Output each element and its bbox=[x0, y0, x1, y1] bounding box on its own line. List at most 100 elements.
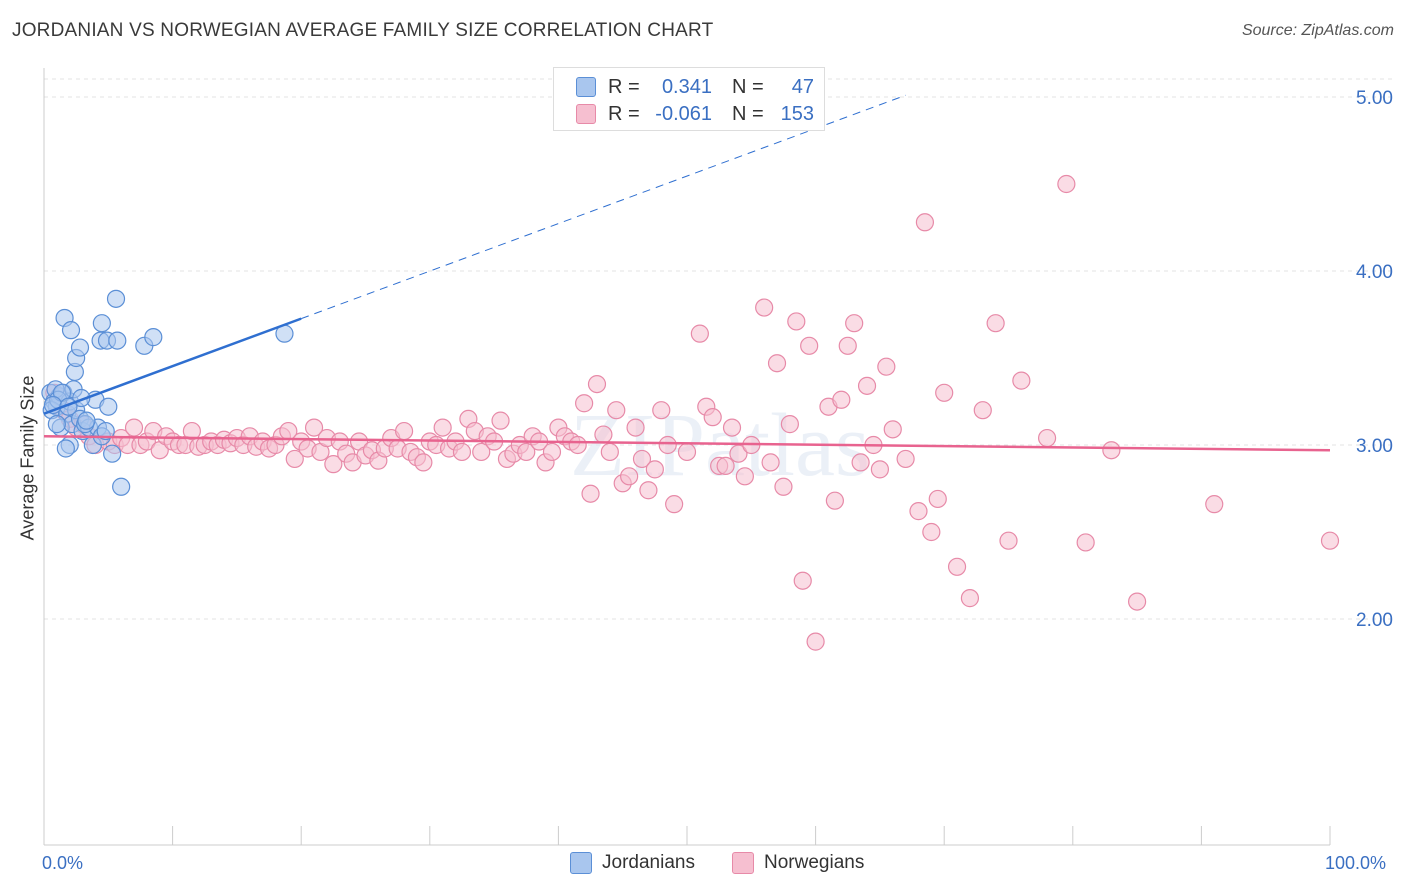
norwegian-point bbox=[703, 408, 722, 427]
n-label: N = bbox=[732, 75, 764, 98]
y-tick-label: 2.00 bbox=[1356, 610, 1393, 631]
norwegian-point bbox=[780, 415, 799, 434]
norwegian-point bbox=[626, 418, 645, 437]
norwegian-point bbox=[774, 477, 793, 496]
norwegian-point bbox=[124, 418, 144, 437]
jordanians-trend-extension bbox=[301, 94, 906, 320]
jordanians-trend-line bbox=[43, 317, 302, 415]
norwegian-point bbox=[1320, 531, 1340, 550]
legend-item-norwegians[interactable]: Norwegians bbox=[732, 852, 864, 874]
norwegian-point bbox=[716, 456, 735, 475]
norwegian-point bbox=[645, 460, 664, 479]
norwegian-point bbox=[806, 632, 825, 651]
norwegian-point bbox=[755, 298, 774, 317]
norwegian-point bbox=[452, 442, 472, 462]
norwegian-point bbox=[620, 467, 639, 486]
jordanians-legend-swatch bbox=[570, 852, 592, 874]
r-value: 0.341 bbox=[661, 75, 712, 98]
norwegian-point bbox=[909, 502, 928, 521]
norwegian-point bbox=[825, 491, 844, 510]
legend-label-norwegians: Norwegians bbox=[764, 852, 865, 873]
norwegian-point bbox=[394, 421, 414, 441]
legend-item-jordanians[interactable]: Jordanians bbox=[570, 852, 695, 874]
norwegian-point bbox=[928, 489, 947, 509]
norwegian-point bbox=[973, 401, 992, 420]
norwegian-point bbox=[639, 481, 658, 500]
jordanians-points bbox=[41, 289, 294, 496]
norwegian-point bbox=[800, 336, 819, 355]
norwegians-legend-swatch bbox=[732, 852, 754, 874]
norwegian-point bbox=[575, 394, 594, 413]
norwegian-point bbox=[690, 324, 709, 343]
norwegian-point bbox=[594, 425, 613, 444]
norwegian-point bbox=[793, 571, 812, 590]
norwegian-point bbox=[767, 354, 787, 373]
norwegian-point bbox=[581, 484, 600, 503]
jordanian-point bbox=[70, 338, 90, 357]
grid-lines bbox=[44, 78, 1394, 620]
norwegian-point bbox=[896, 449, 915, 469]
norwegian-point bbox=[491, 411, 510, 430]
r-label: R = bbox=[608, 75, 640, 98]
axes bbox=[43, 68, 1331, 846]
norwegian-point bbox=[658, 435, 677, 455]
norwegians-trend-line bbox=[43, 435, 1331, 452]
norwegian-point bbox=[1057, 174, 1076, 194]
norwegian-point bbox=[883, 420, 902, 439]
norwegian-point bbox=[324, 455, 343, 474]
jordanian-point bbox=[47, 415, 66, 434]
y-tick-label: 3.00 bbox=[1356, 436, 1393, 457]
jordanian-point bbox=[103, 444, 122, 463]
norwegian-point bbox=[665, 495, 684, 514]
norwegian-point bbox=[285, 449, 304, 469]
x-tick-label-min: 0.0% bbox=[42, 853, 84, 873]
norwegian-point bbox=[986, 314, 1005, 333]
jordanian-point bbox=[108, 331, 127, 350]
norwegian-point bbox=[517, 442, 536, 462]
norwegian-point bbox=[761, 453, 780, 472]
norwegian-point bbox=[652, 401, 671, 420]
y-tick-labels: 2.00 3.00 4.00 5.00 bbox=[1356, 88, 1393, 631]
y-tick-label: 4.00 bbox=[1356, 262, 1393, 283]
jordanian-point bbox=[92, 314, 111, 333]
legend-row-norwegians: R = -0.061 N = 153 bbox=[576, 101, 814, 127]
n-value: 153 bbox=[780, 102, 814, 125]
norwegian-point bbox=[1037, 428, 1057, 448]
norwegian-point bbox=[857, 376, 877, 395]
jordanian-point bbox=[61, 321, 81, 340]
jordanian-point bbox=[56, 439, 75, 458]
norwegian-point bbox=[999, 531, 1018, 550]
norwegian-point bbox=[472, 442, 491, 462]
jordanian-point bbox=[96, 421, 115, 441]
norwegian-point bbox=[960, 589, 980, 608]
norwegian-point bbox=[1102, 441, 1121, 460]
norwegian-point bbox=[735, 467, 754, 486]
r-value: -0.061 bbox=[655, 102, 712, 125]
chart-title: JORDANIAN VS NORWEGIAN AVERAGE FAMILY SI… bbox=[12, 20, 714, 41]
series-legend: Jordanians Norwegians bbox=[0, 852, 1406, 878]
norwegian-point bbox=[1127, 592, 1147, 611]
jordanian-point bbox=[99, 397, 118, 416]
norwegian-point bbox=[787, 312, 806, 331]
r-label: R = bbox=[608, 102, 640, 125]
jordanian-point bbox=[106, 289, 126, 308]
norwegian-point bbox=[1205, 495, 1224, 514]
norwegian-point bbox=[542, 442, 562, 462]
source-label: Source: ZipAtlas.com bbox=[1241, 22, 1394, 39]
norwegian-point bbox=[851, 453, 870, 472]
trend-lines bbox=[43, 94, 1331, 452]
norwegian-point bbox=[632, 449, 652, 469]
norwegian-point bbox=[182, 421, 201, 441]
jordanians-swatch bbox=[576, 77, 596, 97]
correlation-legend: R = 0.341 N = 47 R = -0.061 N = 153 bbox=[553, 67, 825, 131]
norwegian-point bbox=[1076, 533, 1095, 552]
norwegian-point bbox=[838, 336, 857, 355]
norwegian-point bbox=[915, 213, 935, 232]
norwegians-swatch bbox=[576, 104, 596, 124]
norwegian-point bbox=[845, 314, 864, 333]
norwegian-point bbox=[1012, 371, 1031, 390]
legend-label-jordanians: Jordanians bbox=[602, 852, 695, 873]
jordanian-point bbox=[112, 477, 131, 496]
norwegian-point bbox=[433, 418, 452, 437]
